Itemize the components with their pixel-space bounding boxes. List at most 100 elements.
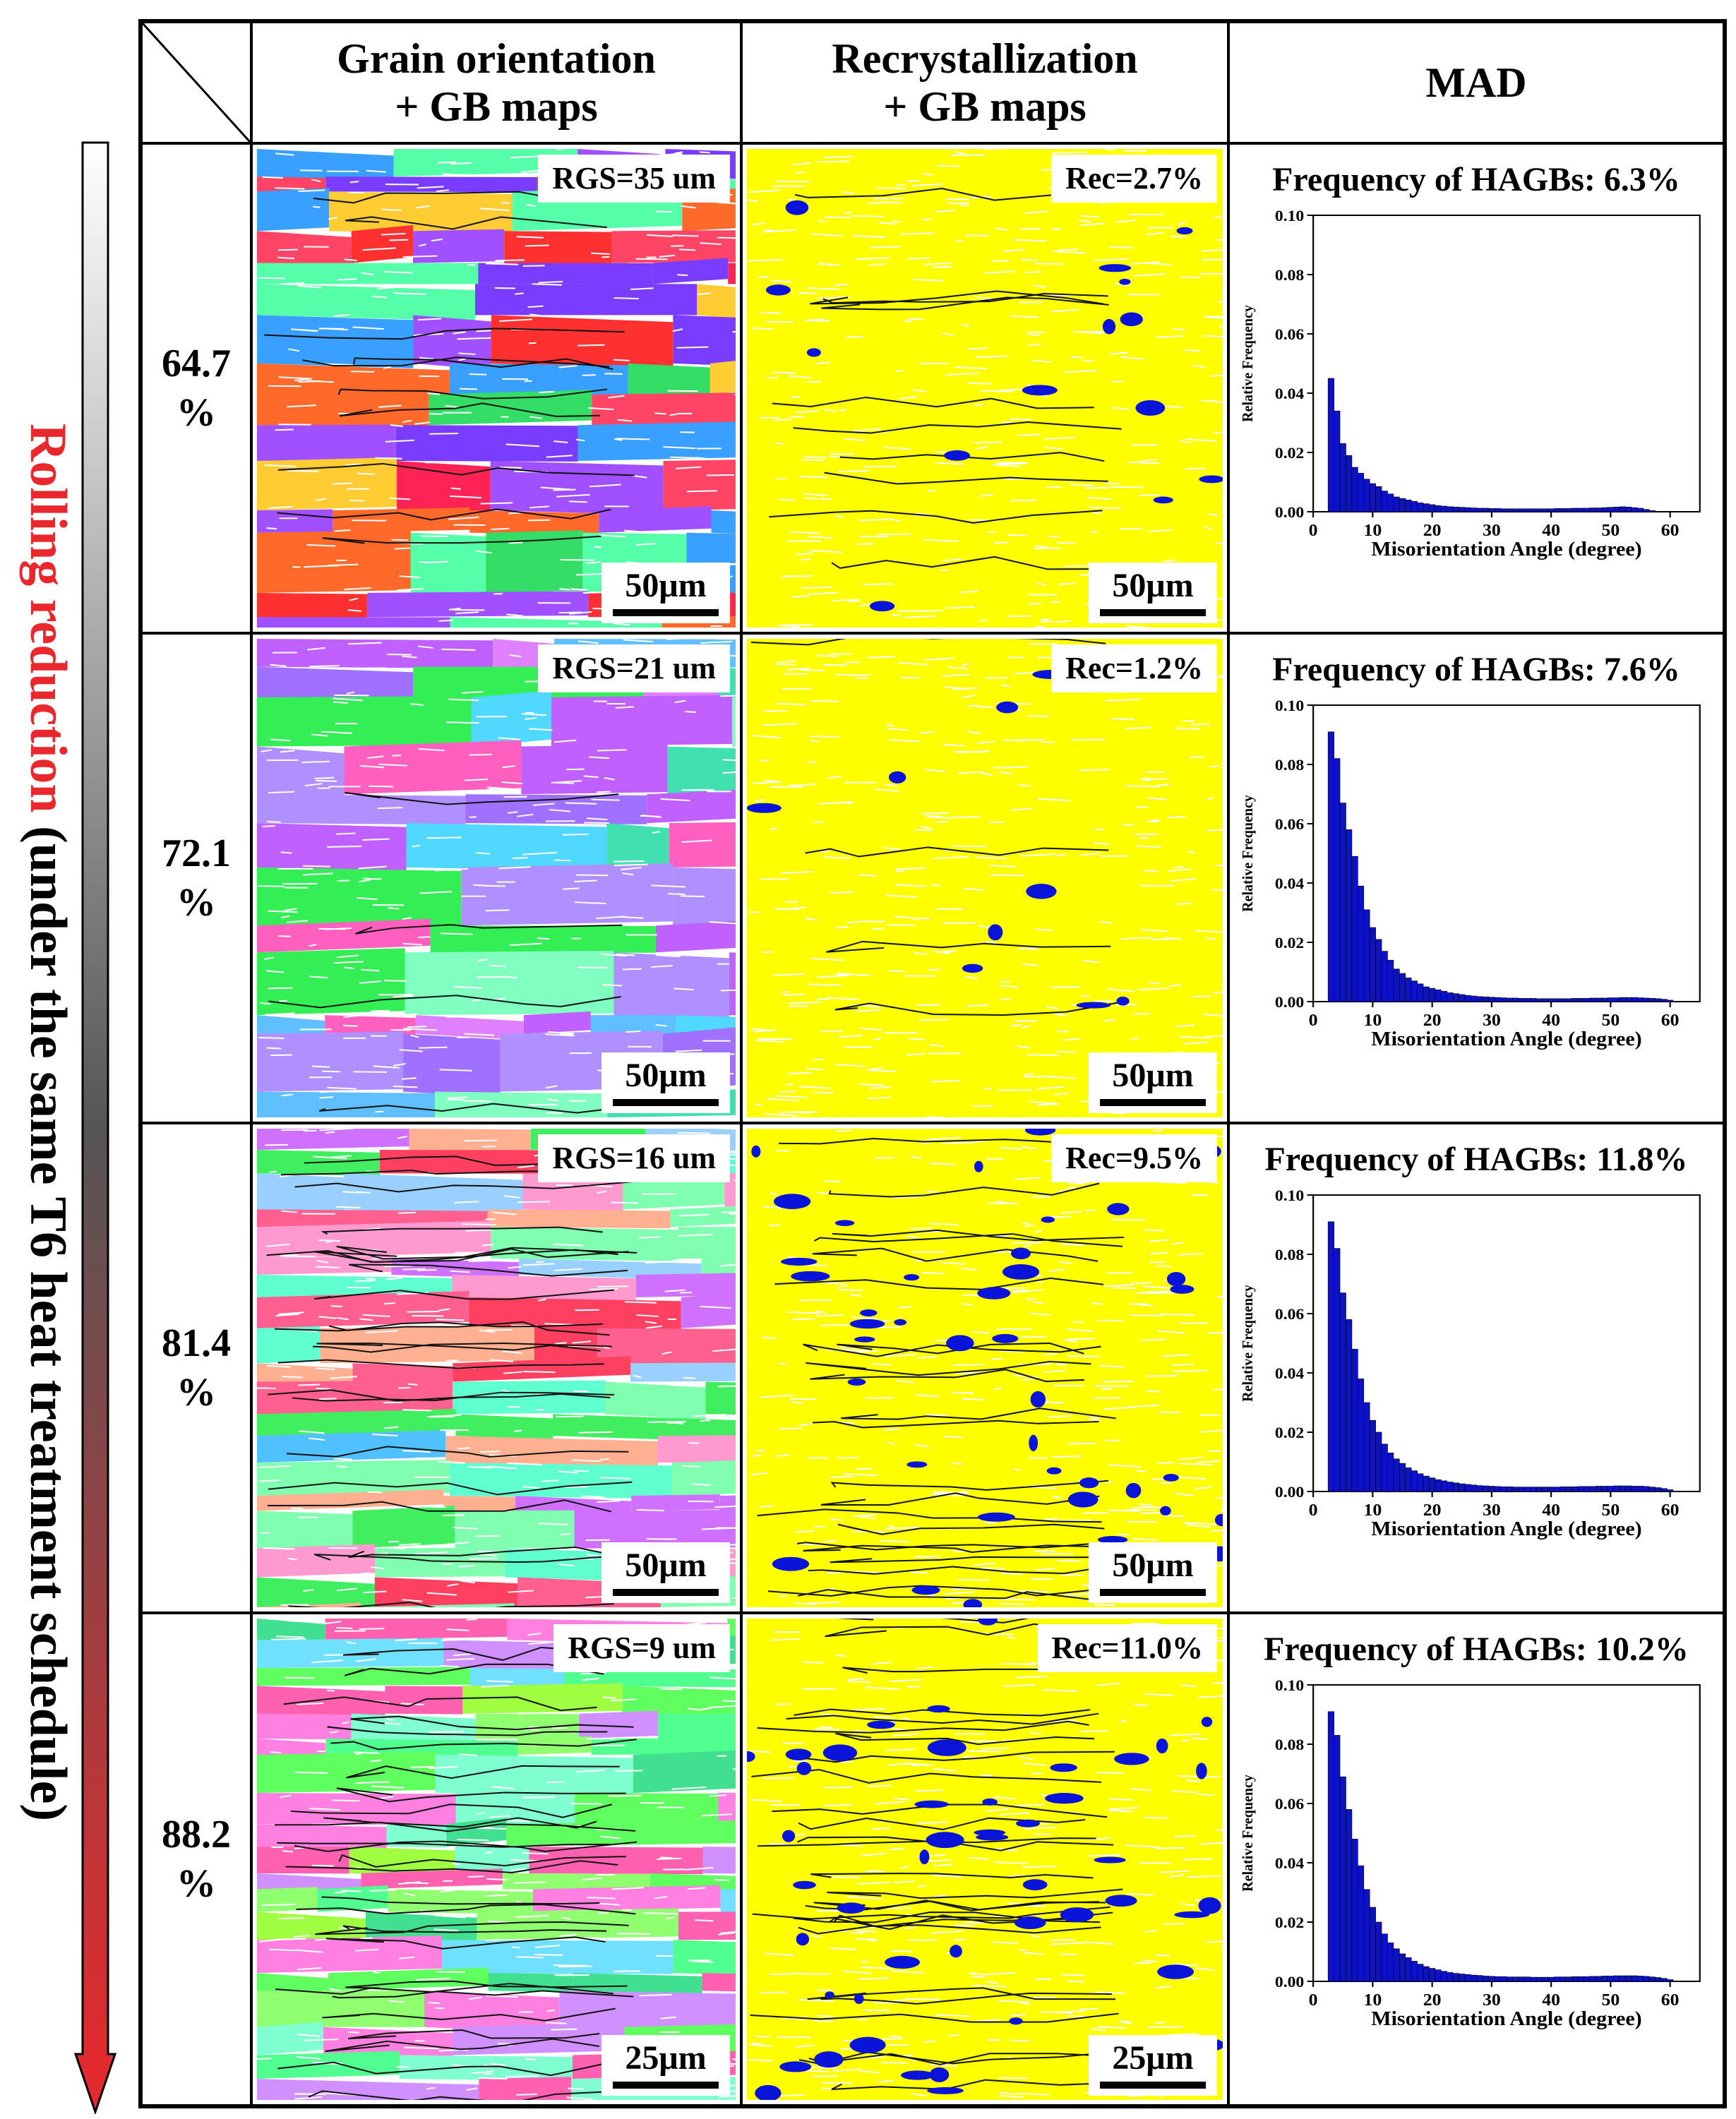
high-angle-boundary	[796, 1540, 1123, 1551]
low-angle-boundary	[321, 731, 353, 734]
grain	[391, 1258, 519, 1279]
low-angle-boundary	[393, 1013, 418, 1016]
histogram-bar	[1334, 1248, 1341, 1492]
grain	[591, 1738, 736, 1755]
low-angle-boundary	[796, 1833, 806, 1837]
low-angle-boundary	[1031, 359, 1052, 364]
low-angle-boundary	[1007, 615, 1031, 618]
histogram-bar	[1399, 1463, 1406, 1492]
histogram-bar	[1524, 998, 1531, 1002]
grain	[702, 1973, 736, 1992]
high-angle-boundary	[313, 1553, 635, 1563]
low-angle-boundary	[498, 318, 533, 323]
recrystallization-map	[747, 1129, 1223, 1607]
low-angle-boundary	[265, 1364, 292, 1368]
low-angle-boundary	[327, 1086, 357, 1090]
low-angle-boundary	[885, 1748, 915, 1751]
recrystallized-grain	[747, 1751, 755, 1763]
low-angle-boundary	[1014, 1676, 1048, 1679]
low-angle-boundary	[799, 1299, 832, 1302]
low-angle-boundary	[981, 772, 993, 776]
histogram-bar	[1518, 1487, 1525, 1492]
histogram-bar	[1476, 1485, 1483, 1492]
grain	[257, 1511, 353, 1552]
low-angle-boundary	[801, 1661, 825, 1664]
low-angle-boundary	[1118, 1719, 1127, 1723]
grain-orientation-map	[257, 149, 736, 628]
header-recrystallization: Recrystallization + GB maps	[743, 23, 1230, 145]
low-angle-boundary	[453, 331, 466, 335]
low-angle-boundary	[1169, 1874, 1185, 1878]
low-angle-boundary	[933, 1767, 957, 1772]
low-angle-boundary	[448, 698, 479, 702]
low-angle-boundary	[876, 187, 907, 190]
low-angle-boundary	[409, 703, 424, 706]
low-angle-boundary	[1192, 995, 1211, 998]
high-angle-boundary	[810, 1369, 1085, 1383]
histogram-bar	[1357, 885, 1365, 1002]
low-angle-boundary	[1183, 1522, 1216, 1525]
low-angle-boundary	[710, 1676, 736, 1680]
grain	[257, 529, 411, 593]
low-angle-boundary	[969, 1140, 984, 1144]
low-angle-boundary	[551, 781, 575, 784]
histogram-bar	[1459, 507, 1466, 512]
low-angle-boundary	[674, 700, 686, 704]
histogram-bar	[1613, 997, 1620, 1002]
grain	[652, 258, 729, 284]
x-tick-label: 10	[1363, 522, 1382, 540]
low-angle-boundary	[623, 639, 654, 643]
low-angle-boundary	[397, 1136, 407, 1139]
low-angle-boundary	[1070, 356, 1084, 359]
deformed-region	[747, 149, 1223, 628]
grain	[711, 510, 736, 534]
low-angle-boundary	[1079, 220, 1091, 223]
low-angle-boundary	[795, 172, 805, 174]
low-angle-boundary	[1102, 1380, 1134, 1383]
low-angle-boundary	[1054, 1013, 1067, 1017]
low-angle-boundary	[1094, 1000, 1114, 1002]
grain	[455, 1844, 529, 1873]
low-angle-boundary	[1032, 1196, 1050, 1198]
low-angle-boundary	[803, 319, 831, 322]
low-angle-boundary	[1009, 1874, 1019, 1878]
recrystallized-grain	[1002, 1264, 1040, 1280]
low-angle-boundary	[599, 1835, 621, 1839]
histogram-bar	[1334, 758, 1341, 1002]
histogram-bar	[1530, 1976, 1537, 1982]
low-angle-boundary	[889, 1679, 923, 1682]
low-angle-boundary	[324, 363, 354, 366]
recrystallized-grain	[1153, 496, 1173, 504]
histogram-bar	[1440, 1971, 1448, 1982]
recrystallized-grain	[785, 1748, 812, 1760]
low-angle-boundary	[379, 1796, 394, 1799]
grain	[731, 697, 736, 747]
low-angle-boundary	[1215, 865, 1223, 867]
high-angle-boundary	[810, 290, 1104, 305]
low-angle-boundary	[671, 1787, 707, 1790]
low-angle-boundary	[460, 1580, 475, 1584]
x-tick-label: 40	[1542, 522, 1560, 540]
low-angle-boundary	[1180, 1902, 1196, 1907]
low-angle-boundary	[896, 867, 926, 870]
low-angle-boundary	[655, 210, 672, 213]
recrystallized-grain	[1022, 1879, 1048, 1890]
low-angle-boundary	[618, 1844, 633, 1848]
recrystallization-map-cell: Rec=2.7% 50μm	[743, 145, 1230, 635]
high-angle-boundary	[798, 1817, 1086, 1830]
recrystallized-grain	[992, 1333, 1019, 1343]
high-angle-boundary	[837, 1343, 1084, 1355]
low-angle-boundary	[337, 880, 350, 882]
low-angle-boundary	[1181, 1683, 1197, 1688]
low-angle-boundary	[1001, 1598, 1035, 1601]
low-angle-boundary	[347, 642, 382, 645]
high-angle-boundary	[347, 2029, 600, 2040]
high-angle-boundary	[821, 296, 1109, 311]
low-angle-boundary	[893, 519, 901, 522]
low-angle-boundary	[947, 666, 968, 670]
low-angle-boundary	[802, 1688, 836, 1691]
y-tick-label: 0.00	[1275, 1484, 1304, 1501]
histogram-bar	[1435, 1969, 1442, 1982]
low-angle-boundary	[966, 383, 992, 385]
grain	[351, 1713, 476, 1744]
